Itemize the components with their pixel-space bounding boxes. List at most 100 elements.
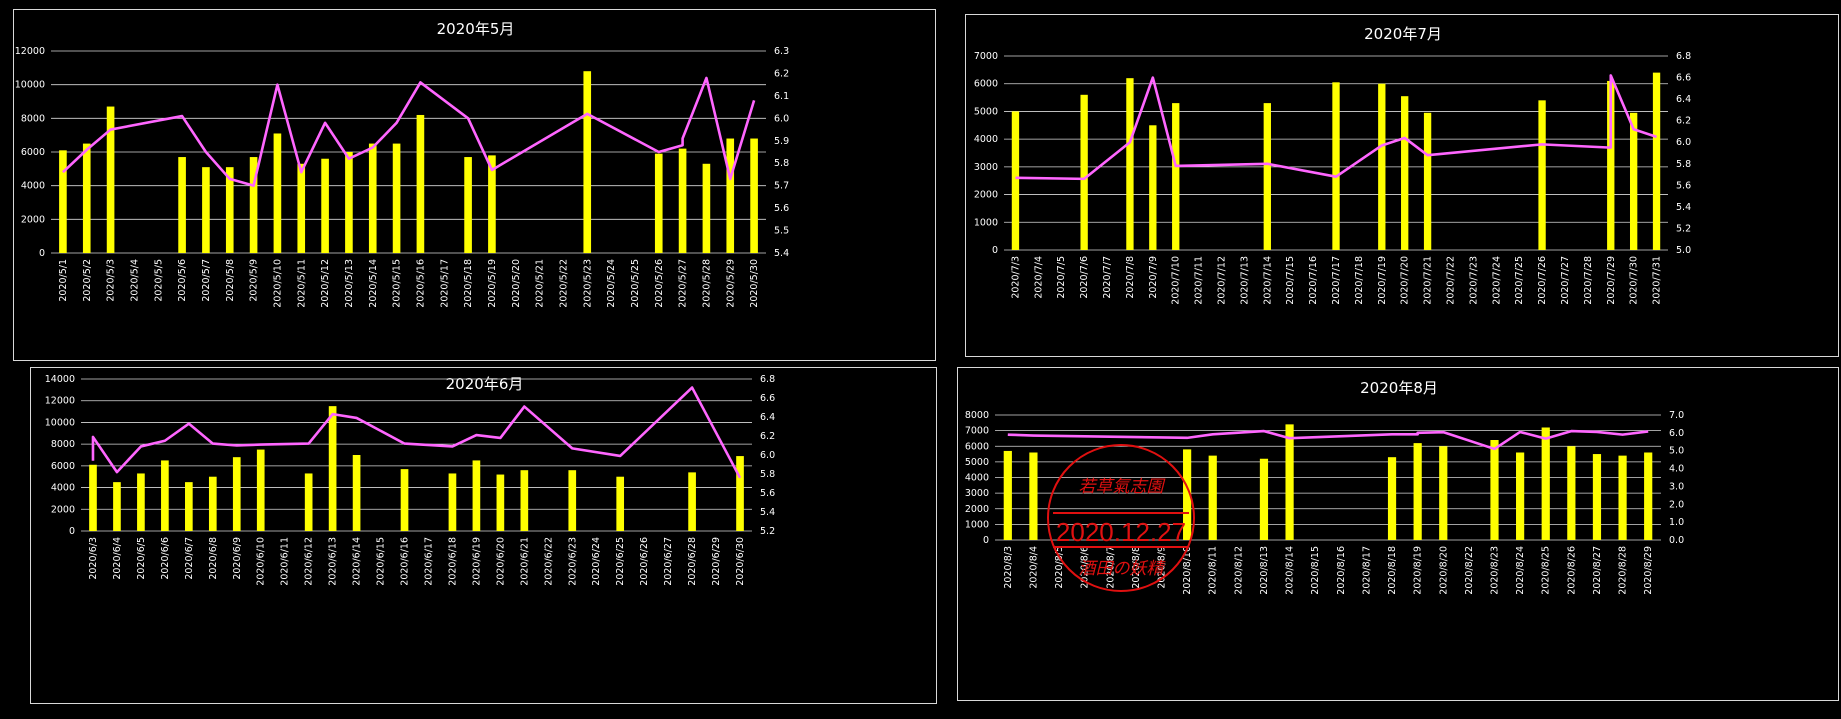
x-tick-label: 2020/5/1 (58, 259, 69, 302)
x-tick-label: 2020/7/17 (1331, 256, 1342, 305)
bar (1629, 112, 1638, 250)
y-left-tick-label: 0 (39, 248, 45, 259)
x-tick-label: 2020/5/8 (225, 259, 236, 302)
x-tick-label: 2020/6/18 (447, 537, 458, 586)
bar (352, 455, 361, 531)
bar (1003, 450, 1012, 540)
x-tick-label: 2020/6/30 (735, 537, 746, 586)
y-right-tick-label: 6.3 (774, 46, 789, 57)
x-tick-label: 2020/7/31 (1652, 256, 1663, 305)
x-tick-label: 2020/5/28 (701, 259, 712, 308)
stamp-bottom-text: 酒田の妖精 (1078, 559, 1164, 579)
y-left-tick-label: 0 (992, 245, 998, 256)
bar (1080, 94, 1088, 250)
x-tick-label: 2020/5/4 (129, 259, 140, 302)
bar (1439, 446, 1448, 540)
stamp-top-text: 若草氣志園 (1078, 477, 1164, 497)
y-right-tick-label: 6.0 (760, 450, 775, 461)
bar (82, 143, 91, 253)
y-left-tick-label: 1000 (965, 519, 989, 530)
y-right-tick-label: 5.5 (774, 226, 789, 237)
bar (89, 464, 97, 531)
y-right-tick-label: 5.4 (1676, 202, 1691, 213)
x-tick-label: 2020/6/17 (423, 537, 434, 586)
bar (304, 473, 313, 531)
bar (1259, 458, 1269, 540)
bar (688, 472, 696, 531)
x-tick-label: 2020/7/22 (1445, 256, 1456, 305)
x-tick-label: 2020/7/27 (1560, 256, 1571, 305)
y-right-tick-label: 5.9 (774, 136, 789, 147)
bar (1401, 96, 1409, 250)
bar (488, 155, 496, 253)
bar (1423, 112, 1432, 250)
y-left-tick-label: 2000 (21, 214, 45, 225)
bar (392, 143, 401, 253)
y-left-tick-label: 14000 (45, 374, 75, 385)
x-tick-label: 2020/5/29 (725, 259, 736, 308)
bar (1126, 78, 1134, 250)
bar (1413, 443, 1422, 540)
y-right-tick-label: 2.0 (1669, 499, 1684, 510)
bar (273, 133, 282, 253)
bar (1644, 452, 1653, 540)
y-left-tick-label: 8000 (965, 410, 989, 421)
bar (750, 138, 758, 253)
x-tick-label: 2020/8/22 (1464, 546, 1475, 595)
y-left-tick-label: 4000 (974, 134, 998, 145)
chart-panel-july: 2020年7月 0 1000 2000 3000 4000 5000 6000 7000 5.0 5… (965, 14, 1839, 357)
chart-july: 2020年7月 0 1000 2000 3000 4000 5000 6000 7000 5.0 5… (974, 25, 1691, 305)
bar (1149, 125, 1157, 250)
x-tick-label: 2020/8/18 (1387, 546, 1398, 595)
bar (1263, 103, 1271, 250)
x-tick-label: 2020/5/11 (296, 259, 307, 308)
x-tick-label: 2020/7/8 (1125, 256, 1136, 299)
x-tick-label: 2020/6/25 (615, 537, 626, 586)
x-tick-label: 2020/8/27 (1592, 546, 1603, 595)
x-tick-label: 2020/6/26 (639, 537, 650, 586)
x-tick-label: 2020/5/15 (392, 259, 403, 308)
x-tick-label: 2020/6/9 (232, 537, 243, 580)
x-tick-label: 2020/5/18 (463, 259, 474, 308)
bar (1592, 454, 1602, 540)
x-tick-label: 2020/7/20 (1400, 256, 1411, 305)
bar (345, 152, 353, 253)
x-tick-label: 2020/6/8 (208, 537, 219, 580)
bar (496, 474, 505, 531)
x-tick-label: 2020/7/16 (1308, 256, 1319, 305)
x-tick-label: 2020/7/19 (1377, 256, 1388, 305)
bar (464, 157, 472, 253)
x-tick-label: 2020/7/29 (1606, 256, 1617, 305)
y-left-tick-label: 3000 (974, 162, 998, 173)
y-left-tick-label: 12000 (15, 46, 45, 57)
x-tick-label: 2020/6/6 (160, 537, 171, 580)
bar (137, 473, 145, 531)
x-tick-label: 2020/7/12 (1217, 256, 1228, 305)
y-right-tick-label: 6.4 (760, 412, 775, 423)
x-tick-label: 2020/6/12 (304, 537, 315, 586)
x-tick-label: 2020/7/15 (1285, 256, 1296, 305)
x-tick-label: 2020/6/27 (663, 537, 674, 586)
x-tick-label: 2020/6/13 (328, 537, 339, 586)
x-tick-label: 2020/6/23 (567, 537, 578, 586)
x-tick-label: 2020/6/14 (352, 537, 363, 586)
x-tick-label: 2020/6/19 (471, 537, 482, 586)
y-right-tick-label: 5.8 (1676, 159, 1691, 170)
x-tick-label: 2020/6/5 (136, 537, 147, 580)
y-right-tick-label: 6.8 (760, 374, 775, 385)
bar (654, 153, 663, 253)
y-left-tick-label: 2000 (51, 504, 75, 515)
x-tick-label: 2020/5/17 (439, 259, 450, 308)
y-left-tick-label: 4000 (51, 483, 75, 494)
bar (448, 473, 457, 531)
x-tick-label: 2020/6/15 (376, 537, 387, 586)
bar (297, 163, 306, 253)
x-tick-label: 2020/8/12 (1233, 546, 1244, 595)
x-tick-label: 2020/6/11 (280, 537, 291, 586)
bar (1567, 446, 1576, 540)
bar (1490, 440, 1499, 540)
x-tick-label: 2020/7/18 (1354, 256, 1365, 305)
bar (232, 457, 241, 531)
x-tick-label: 2020/7/13 (1239, 256, 1250, 305)
x-tick-label: 2020/8/20 (1438, 546, 1449, 595)
